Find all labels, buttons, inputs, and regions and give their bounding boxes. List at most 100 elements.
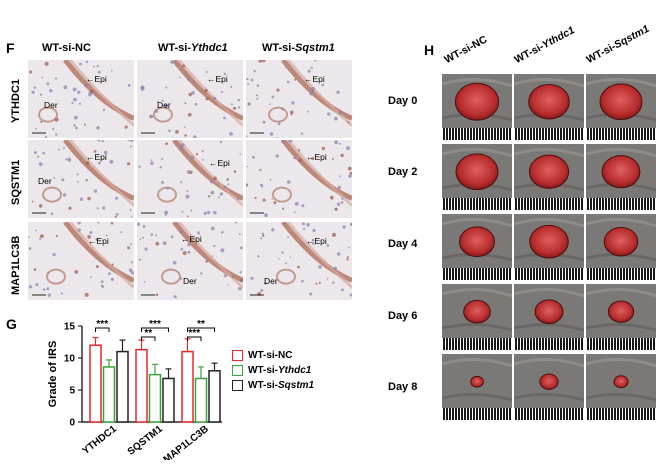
histology-tile: ←Epi Der xyxy=(137,222,243,300)
der-label: Der xyxy=(264,276,278,286)
wound-photo xyxy=(586,144,656,210)
y-axis-label: Grade of IRS xyxy=(47,341,59,408)
legend-item-nc: WT-si-NC xyxy=(232,350,314,361)
row-header-ythdc1: YTHDC1 xyxy=(10,78,22,123)
legend-swatch xyxy=(232,350,243,361)
wound-photo xyxy=(514,144,584,210)
wound-column-header-nc: WT-si-NC xyxy=(442,33,490,66)
wound-photo xyxy=(586,354,656,420)
ruler-scale xyxy=(514,268,584,280)
y-tick-label: 0 xyxy=(69,418,75,429)
wound-photo xyxy=(442,354,512,420)
bar xyxy=(162,377,175,423)
histology-tile: ←Epi Der xyxy=(246,222,352,300)
x-tick-label: SQSTM1 xyxy=(126,423,166,457)
bar xyxy=(135,348,148,423)
significance-bracket xyxy=(95,327,110,332)
histology-tile: ←Epi Der xyxy=(28,140,134,218)
wound-photo xyxy=(514,284,584,350)
chart-legend: WT-si-NC WT-si-Ythdc1 WT-si-Sqstm1 xyxy=(232,350,314,391)
epi-label: ←Epi xyxy=(304,74,325,84)
der-label: Der xyxy=(38,176,52,186)
panel-letter-h: H xyxy=(424,42,435,58)
wound-column-header-sqstm1: WT-si-Sqstm1 xyxy=(584,22,652,66)
epi-label: ←Epi xyxy=(306,152,327,162)
row-header-sqstm1: SQSTM1 xyxy=(10,159,22,205)
wound-photo xyxy=(586,284,656,350)
y-tick-label: 10 xyxy=(64,354,76,365)
bar xyxy=(208,370,221,423)
panel-letter-g: G xyxy=(6,316,17,332)
bar xyxy=(102,366,116,423)
ruler-scale xyxy=(442,198,512,210)
wound-photo xyxy=(442,144,512,210)
significance-stars: *** xyxy=(96,319,108,330)
ruler-scale xyxy=(514,128,584,140)
significance-bracket xyxy=(141,327,169,332)
day-label-0: Day 0 xyxy=(388,95,418,107)
epi-label: ←Epi xyxy=(207,74,228,84)
wound-photo xyxy=(442,214,512,280)
wound-photo xyxy=(514,354,584,420)
epi-label: ←Epi xyxy=(209,158,230,168)
histology-tile: ←Epi xyxy=(28,222,134,300)
bar xyxy=(148,373,162,423)
y-tick-label: 15 xyxy=(64,322,76,333)
significance-bracket xyxy=(187,336,202,341)
ruler-scale xyxy=(442,338,512,350)
wound-photo xyxy=(586,74,656,140)
histology-tile: ←Epi xyxy=(246,60,352,138)
day-label-8: Day 8 xyxy=(388,381,418,393)
column-header-ythdc1: WT-si-Ythdc1 xyxy=(158,42,228,54)
ruler-scale xyxy=(442,408,512,420)
column-header-sqstm1: WT-si-Sqstm1 xyxy=(262,42,335,54)
histology-tile: ←Epi xyxy=(246,140,352,218)
epi-label: ←Epi xyxy=(86,152,107,162)
y-tick-label: 5 xyxy=(69,386,75,397)
day-label-4: Day 4 xyxy=(388,238,418,250)
ruler-scale xyxy=(586,268,656,280)
wound-column-header-ythdc1: WT-si-Ythdc1 xyxy=(512,24,577,66)
day-label-6: Day 6 xyxy=(388,310,418,322)
wound-photo xyxy=(442,284,512,350)
bar xyxy=(89,344,102,423)
legend-item-sqstm1: WT-si-Sqstm1 xyxy=(232,380,314,391)
der-label: Der xyxy=(183,276,197,286)
ruler-scale xyxy=(586,338,656,350)
significance-stars: *** xyxy=(188,328,200,339)
column-header-nc: WT-si-NC xyxy=(42,42,91,54)
wound-photo xyxy=(442,74,512,140)
bar xyxy=(194,377,208,423)
histology-tile: ←Epi xyxy=(137,140,243,218)
epi-label: ←Epi xyxy=(88,236,109,246)
day-label-2: Day 2 xyxy=(388,166,418,178)
bar xyxy=(116,350,129,423)
significance-stars: ** xyxy=(197,319,205,330)
significance-stars: ** xyxy=(144,328,152,339)
ruler-scale xyxy=(586,128,656,140)
wound-photo xyxy=(514,74,584,140)
wound-photo xyxy=(586,214,656,280)
ruler-scale xyxy=(514,408,584,420)
histology-tile: ←Epi Der xyxy=(137,60,243,138)
ruler-scale xyxy=(586,408,656,420)
ruler-scale xyxy=(442,128,512,140)
ruler-scale xyxy=(514,198,584,210)
epi-label: ←Epi xyxy=(306,236,327,246)
histology-tile: ←Epi Der xyxy=(28,60,134,138)
significance-bracket xyxy=(187,327,215,332)
legend-swatch xyxy=(232,380,243,391)
legend-swatch xyxy=(232,365,243,376)
significance-stars: *** xyxy=(149,319,161,330)
epi-label: ←Epi xyxy=(86,74,107,84)
significance-bracket xyxy=(141,336,156,341)
legend-item-ythdc1: WT-si-Ythdc1 xyxy=(232,365,314,376)
bar xyxy=(181,350,194,423)
panel-letter-f: F xyxy=(6,40,15,56)
x-tick-label: YTHDC1 xyxy=(81,423,120,457)
epi-label: ←Epi xyxy=(181,234,202,244)
ruler-scale xyxy=(586,198,656,210)
x-tick-label: MAP1LC3B xyxy=(162,424,211,460)
wound-photo xyxy=(514,214,584,280)
